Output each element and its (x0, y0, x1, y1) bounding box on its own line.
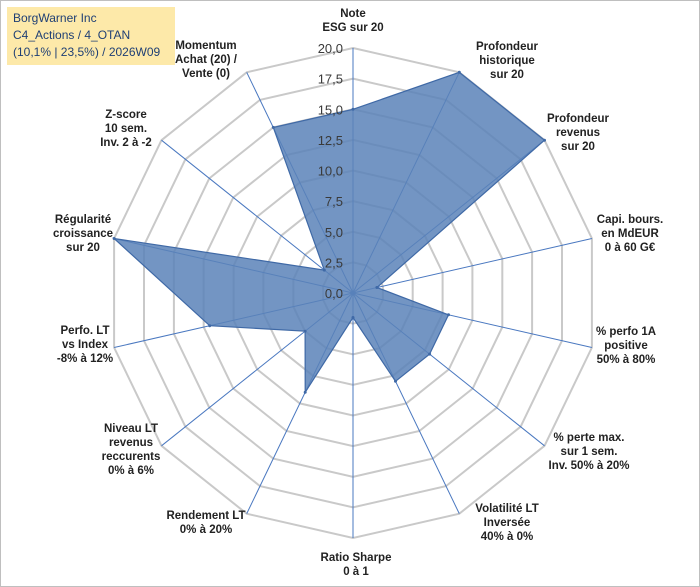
tick-label: 17,5 (318, 72, 343, 87)
data-point (322, 268, 326, 272)
data-point (428, 352, 432, 356)
tick-label: 10,0 (318, 164, 343, 179)
axis-label: 40% à 0% (481, 531, 533, 543)
axis-label: Régularité (55, 214, 111, 226)
data-point (447, 313, 450, 317)
axis-label: vs Index (62, 339, 109, 351)
data-point (303, 390, 307, 394)
axis-label: -8% à 12% (57, 353, 113, 365)
axis-spoke (352, 238, 593, 294)
tick-label: 2,5 (325, 255, 343, 270)
axis-label: 0 à 1 (343, 566, 369, 578)
tick-label: 15,0 (318, 102, 343, 117)
axis-label: Niveau LT (104, 423, 158, 435)
axis-label: Inv. 50% à 20% (549, 460, 630, 472)
data-point (543, 138, 546, 142)
axis-label: Momentum (175, 40, 236, 52)
data-point (112, 237, 116, 240)
data-point (351, 107, 355, 111)
axis-label: sur 20 (490, 69, 524, 81)
axis-label: positive (604, 340, 647, 352)
axis-label: reccurents (102, 451, 161, 463)
data-point (208, 324, 212, 328)
axis-label: 0% à 6% (108, 465, 154, 477)
axis-label: 0% à 20% (180, 524, 232, 536)
axis-label: historique (479, 55, 535, 67)
axis-label: 10 sem. (105, 123, 147, 135)
tick-label: 7,5 (325, 194, 343, 209)
axis-label: Achat (20) / (175, 54, 238, 66)
axis-label: croissance (53, 228, 113, 240)
data-point (351, 316, 355, 319)
data-point (303, 329, 307, 333)
axis-label: ESG sur 20 (322, 22, 383, 34)
axis-label: Note (340, 8, 366, 20)
data-point (457, 70, 461, 74)
tick-label: 20,0 (318, 41, 343, 56)
axis-label: Vente (0) (182, 68, 230, 80)
data-point (394, 379, 397, 383)
axis-label: 0 à 60 G€ (605, 242, 656, 254)
title-line-1: BorgWarner Inc (13, 11, 97, 25)
axis-label: sur 1 sem. (561, 446, 618, 458)
axis-label: revenus (109, 437, 153, 449)
axis-label: Inv. 2 à -2 (100, 137, 152, 149)
axis-label: % perte max. (554, 432, 625, 444)
tick-label: 12,5 (318, 133, 343, 148)
axis-label: 50% à 80% (597, 354, 656, 366)
title-line-2: C4_Actions / 4_OTAN (13, 28, 131, 42)
data-point (375, 286, 379, 289)
axis-label: revenus (556, 127, 600, 139)
axis-label: sur 20 (561, 141, 595, 153)
axis-spoke (161, 139, 354, 294)
tick-label: 5,0 (325, 225, 343, 240)
axis-label: Rendement LT (166, 510, 245, 522)
tick-label: 0,0 (325, 286, 343, 301)
title-box: BorgWarner Inc C4_Actions / 4_OTAN (10,1… (7, 7, 175, 65)
axis-label: % perfo 1A (596, 326, 656, 338)
data-point (271, 125, 275, 129)
axis-label: Profondeur (547, 113, 609, 125)
axis-label: Capi. bours. (597, 214, 663, 226)
axis-label: en MdEUR (601, 228, 659, 240)
axis-label: Perfo. LT (61, 325, 110, 337)
axis-label: Volatilité LT (475, 503, 538, 515)
title-line-3: (10,1% | 23,5%) / 2026W09 (13, 45, 161, 59)
axis-label: Inversée (484, 517, 531, 529)
axis-label: Z-score (105, 109, 147, 121)
axis-label: sur 20 (66, 242, 100, 254)
axis-label: Ratio Sharpe (321, 552, 392, 564)
axis-label: Profondeur (476, 41, 538, 53)
